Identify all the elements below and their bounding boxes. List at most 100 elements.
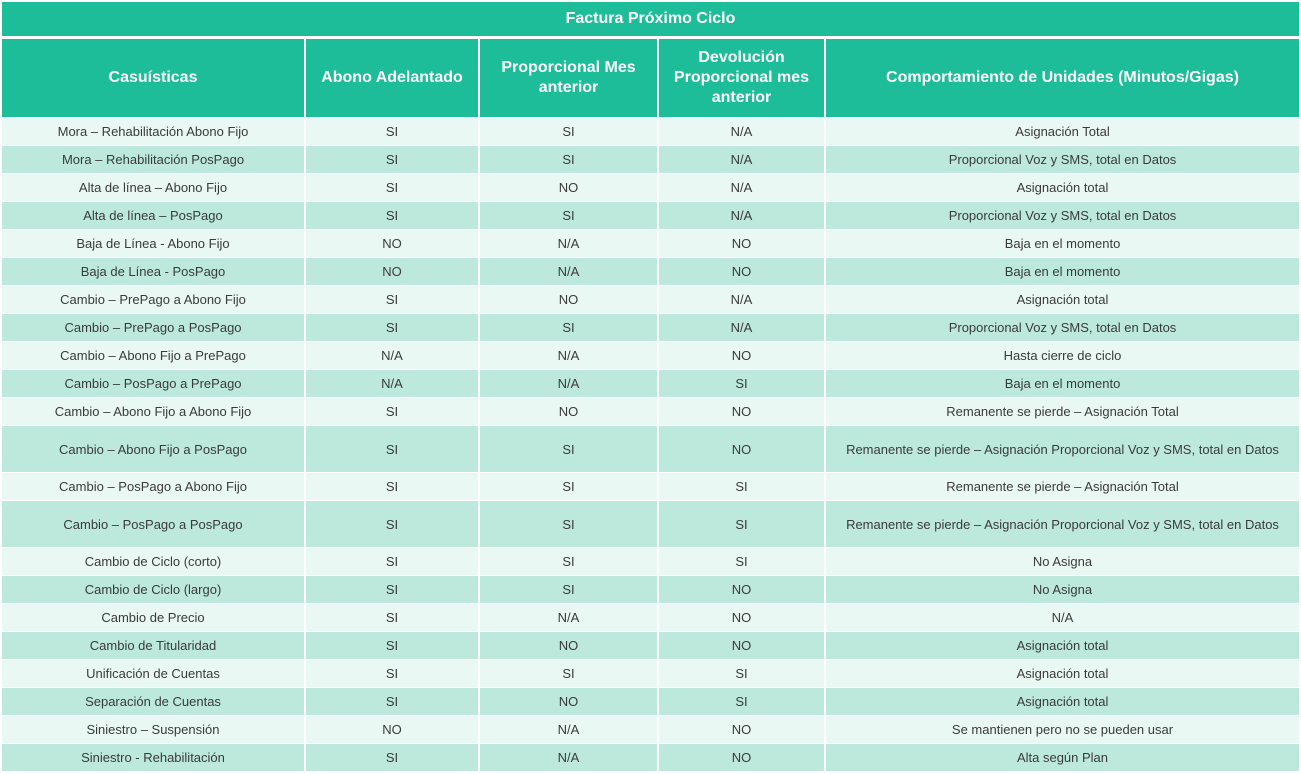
table-cell: SI [306,547,480,575]
table-cell: NO [480,173,659,201]
table-cell: Asignación Total [826,117,1299,145]
table-row: Cambio – PosPago a Abono Fijo SI SI SI Reman… [2,472,1299,500]
table-row: Unificación de Cuentas SI SI SI Asignación t… [2,659,1299,687]
header-row: Casuísticas Abono Adelantado Proporciona… [2,37,1299,117]
table-cell: Cambio – PosPago a PosPago [2,500,306,547]
table-row: Cambio – PosPago a PrePago N/A N/A SI Baja e… [2,369,1299,397]
table-cell: Remanente se pierde – Asignación Proporc… [826,425,1299,472]
table-row: Baja de Línea - Abono Fijo NO N/A NO Baja en… [2,229,1299,257]
table-cell: NO [480,397,659,425]
table-cell: Remanente se pierde – Asignación Total [826,472,1299,500]
table-row: Cambio – PrePago a PosPago SI SI N/A Proporc… [2,313,1299,341]
table-row: Cambio de Ciclo (corto) SI SI SI No Asigna [2,547,1299,575]
table-cell: Proporcional Voz y SMS, total en Datos [826,313,1299,341]
header-devolucion-proporcional: Devolución Proporcional mes anterior [659,37,826,117]
table-cell: Baja en el momento [826,229,1299,257]
table-cell: SI [306,500,480,547]
table-cell: SI [480,659,659,687]
table-cell: NO [659,715,826,743]
table-cell: Alta de línea – Abono Fijo [2,173,306,201]
table-cell: N/A [659,285,826,313]
table-row: Baja de Línea - PosPago NO N/A NO Baja en el… [2,257,1299,285]
table-cell: Siniestro - Rehabilitación [2,743,306,771]
table-row: Siniestro – Suspensión NO N/A NO Se mantiene… [2,715,1299,743]
table-cell: Asignación total [826,631,1299,659]
table-cell: Cambio de Ciclo (corto) [2,547,306,575]
table-cell: SI [306,173,480,201]
table-cell: NO [659,257,826,285]
header-abono-adelantado: Abono Adelantado [306,37,480,117]
table-cell: SI [659,472,826,500]
table-cell: N/A [306,369,480,397]
table-cell: Cambio – Abono Fijo a PosPago [2,425,306,472]
table-cell: Se mantienen pero no se pueden usar [826,715,1299,743]
table-cell: Proporcional Voz y SMS, total en Datos [826,201,1299,229]
table-cell: SI [306,117,480,145]
table-cell: NO [480,687,659,715]
table-cell: N/A [480,369,659,397]
table-cell: SI [306,145,480,173]
table-cell: Cambio de Ciclo (largo) [2,575,306,603]
table-cell: N/A [480,341,659,369]
table-cell: Hasta cierre de ciclo [826,341,1299,369]
table-cell: SI [480,575,659,603]
table-cell: SI [306,397,480,425]
table-cell: SI [306,659,480,687]
table-cell: N/A [480,229,659,257]
table-cell: SI [480,500,659,547]
table-cell: Siniestro – Suspensión [2,715,306,743]
table-cell: Separación de Cuentas [2,687,306,715]
table-row: Separación de Cuentas SI NO SI Asignación to… [2,687,1299,715]
billing-cases-table: Casuísticas Abono Adelantado Proporciona… [2,37,1299,771]
header-comportamiento-unidades: Comportamiento de Unidades (Minutos/Giga… [826,37,1299,117]
table-cell: NO [659,425,826,472]
table-row: Cambio – PrePago a Abono Fijo SI NO N/A Asig… [2,285,1299,313]
table-cell: SI [306,603,480,631]
header-proporcional-mes-anterior: Proporcional Mes anterior [480,37,659,117]
table-cell: SI [659,547,826,575]
table-row: Siniestro - Rehabilitación SI N/A NO Alta se… [2,743,1299,771]
table-cell: SI [306,743,480,771]
table-cell: Baja de Línea - Abono Fijo [2,229,306,257]
table-row: Cambio – PosPago a PosPago SI SI SI Remanent… [2,500,1299,547]
table-body: Mora – Rehabilitación Abono Fijo SI SI N/A A… [2,117,1299,771]
table-cell: Asignación total [826,173,1299,201]
table-cell: SI [480,201,659,229]
table-cell: Remanente se pierde – Asignación Proporc… [826,500,1299,547]
table-cell: SI [480,425,659,472]
table-cell: NO [659,631,826,659]
table-cell: Cambio de Titularidad [2,631,306,659]
table-cell: Asignación total [826,285,1299,313]
table-row: Cambio de Titularidad SI NO NO Asignación to… [2,631,1299,659]
table-cell: NO [659,229,826,257]
table-cell: Baja en el momento [826,369,1299,397]
table-cell: Remanente se pierde – Asignación Total [826,397,1299,425]
table-cell: Asignación total [826,659,1299,687]
table-row: Cambio – Abono Fijo a Abono Fijo SI NO NO Re… [2,397,1299,425]
table-cell: N/A [659,313,826,341]
table-cell: NO [306,257,480,285]
table-cell: Cambio – PosPago a Abono Fijo [2,472,306,500]
table-cell: SI [480,472,659,500]
table-cell: Cambio – Abono Fijo a PrePago [2,341,306,369]
table-cell: N/A [480,715,659,743]
table-row: Alta de línea – Abono Fijo SI NO N/A Asignac… [2,173,1299,201]
table-cell: NO [659,397,826,425]
table-cell: SI [480,313,659,341]
table-cell: N/A [480,257,659,285]
table-cell: SI [480,145,659,173]
table-cell: Cambio – PrePago a Abono Fijo [2,285,306,313]
table-cell: Asignación total [826,687,1299,715]
table-cell: Alta según Plan [826,743,1299,771]
table-cell: NO [306,229,480,257]
table-cell: Mora – Rehabilitación PosPago [2,145,306,173]
table-row: Mora – Rehabilitación Abono Fijo SI SI N/A A… [2,117,1299,145]
table-cell: Mora – Rehabilitación Abono Fijo [2,117,306,145]
table-cell: Cambio – PrePago a PosPago [2,313,306,341]
table-cell: Unificación de Cuentas [2,659,306,687]
table-cell: N/A [659,173,826,201]
table-cell: Cambio de Precio [2,603,306,631]
table-cell: NO [480,285,659,313]
table-cell: SI [306,425,480,472]
table-row: Cambio de Precio SI N/A NO N/A [2,603,1299,631]
